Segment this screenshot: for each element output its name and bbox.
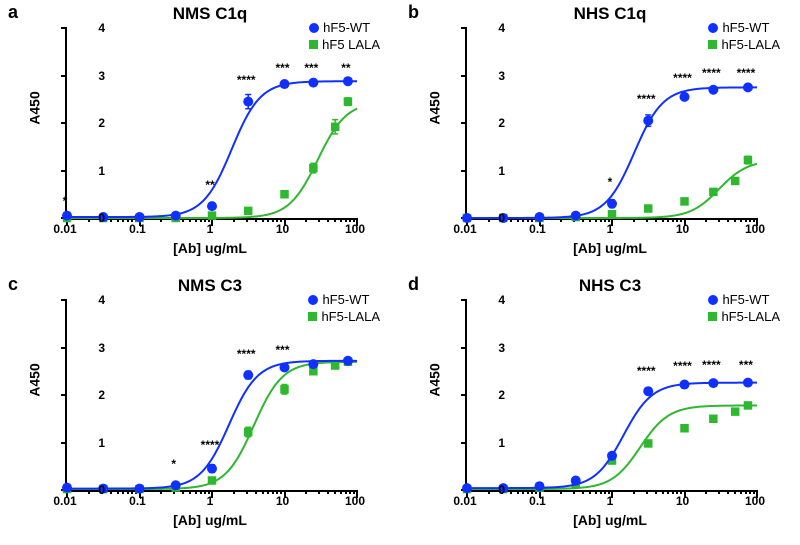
legend: hF5-WT hF5-LALA — [708, 292, 780, 326]
y-tick: 1 — [65, 164, 105, 178]
significance-marker: **** — [201, 438, 220, 452]
significance-marker: *** — [275, 61, 289, 75]
panel-c: cNMS C3A450[Ab] ug/mL012340.010.1110100*… — [0, 272, 400, 544]
significance-marker: **** — [702, 358, 721, 372]
legend: hF5-WT hF5 LALA — [309, 20, 380, 54]
circle-icon — [308, 295, 318, 305]
legend: hF5-WT hF5-LALA — [308, 292, 380, 326]
y-tick: 3 — [465, 69, 505, 83]
y-tick: 4 — [65, 21, 105, 35]
x-axis-label: [Ab] ug/mL — [465, 512, 755, 528]
x-tick: 0.1 — [129, 494, 146, 508]
significance-marker: **** — [737, 66, 756, 80]
significance-marker: **** — [637, 364, 656, 378]
significance-marker: *** — [739, 358, 753, 372]
plot-svg — [467, 28, 757, 218]
x-tick: 100 — [745, 494, 765, 508]
significance-marker: **** — [637, 92, 656, 106]
y-tick: 1 — [65, 436, 105, 450]
x-tick: 10 — [676, 494, 689, 508]
significance-marker: *** — [304, 61, 318, 75]
significance-marker: ** — [205, 178, 214, 192]
x-tick: 10 — [276, 222, 289, 236]
y-tick: 4 — [465, 21, 505, 35]
legend-label-lala: hF5 LALA — [322, 37, 380, 52]
x-tick: 1 — [607, 222, 614, 236]
y-tick: 2 — [65, 116, 105, 130]
legend-label-wt: hF5-WT — [322, 292, 369, 307]
significance-marker: ** — [341, 61, 350, 75]
x-tick: 0.01 — [453, 222, 476, 236]
panel-letter: d — [408, 274, 419, 295]
x-tick: 0.1 — [529, 494, 546, 508]
legend-label-wt: hF5-WT — [323, 20, 370, 35]
significance-marker: **** — [673, 359, 692, 373]
y-tick: 3 — [465, 341, 505, 355]
y-tick: 3 — [65, 69, 105, 83]
y-axis-label: A450 — [427, 363, 443, 396]
figure-root: aNMS C1qA450[Ab] ug/mL012340.010.1110100… — [0, 0, 800, 545]
plot-area — [465, 300, 757, 492]
x-tick: 1 — [607, 494, 614, 508]
significance-marker: * — [608, 175, 613, 189]
square-icon — [708, 312, 717, 321]
x-tick: 0.01 — [53, 494, 76, 508]
y-axis-label: A450 — [27, 363, 43, 396]
plot-svg — [467, 300, 757, 490]
legend-label-wt: hF5-WT — [722, 20, 769, 35]
x-tick: 0.1 — [129, 222, 146, 236]
panel-b: bNHS C1qA450[Ab] ug/mL012340.010.1110100… — [400, 0, 800, 272]
significance-marker: * — [171, 457, 176, 471]
plot-svg — [67, 300, 357, 490]
legend: hF5-WT hF5-LALA — [708, 20, 780, 54]
x-tick: 1 — [207, 222, 214, 236]
square-icon — [708, 40, 717, 49]
square-icon — [309, 40, 318, 49]
x-tick: 1 — [207, 494, 214, 508]
x-axis-label: [Ab] ug/mL — [65, 240, 355, 256]
y-tick: 1 — [465, 164, 505, 178]
circle-icon — [708, 23, 718, 33]
significance-marker: * — [63, 194, 68, 208]
panel-letter: c — [8, 274, 18, 295]
panel-a: aNMS C1qA450[Ab] ug/mL012340.010.1110100… — [0, 0, 400, 272]
x-tick: 0.01 — [53, 222, 76, 236]
x-tick: 0.01 — [453, 494, 476, 508]
y-tick: 3 — [65, 341, 105, 355]
significance-marker: **** — [673, 71, 692, 85]
circle-icon — [309, 23, 319, 33]
significance-marker: **** — [237, 73, 256, 87]
plot-area — [465, 28, 757, 220]
y-tick: 4 — [465, 293, 505, 307]
significance-marker: **** — [237, 347, 256, 361]
panel-letter: b — [408, 2, 419, 23]
x-tick: 100 — [345, 494, 365, 508]
significance-marker: *** — [275, 343, 289, 357]
legend-label-wt: hF5-WT — [722, 292, 769, 307]
y-tick: 4 — [65, 293, 105, 307]
legend-label-lala: hF5-LALA — [721, 37, 780, 52]
y-tick: 1 — [465, 436, 505, 450]
x-axis-label: [Ab] ug/mL — [465, 240, 755, 256]
circle-icon — [708, 295, 718, 305]
y-tick: 2 — [465, 388, 505, 402]
x-tick: 0.1 — [529, 222, 546, 236]
significance-marker: **** — [702, 66, 721, 80]
x-axis-label: [Ab] ug/mL — [65, 512, 355, 528]
x-tick: 100 — [745, 222, 765, 236]
legend-label-lala: hF5-LALA — [721, 309, 780, 324]
x-tick: 10 — [676, 222, 689, 236]
y-tick: 2 — [465, 116, 505, 130]
y-axis-label: A450 — [27, 91, 43, 124]
panel-letter: a — [8, 2, 18, 23]
x-tick: 10 — [276, 494, 289, 508]
y-axis-label: A450 — [427, 91, 443, 124]
plot-area — [65, 300, 357, 492]
y-tick: 2 — [65, 388, 105, 402]
legend-label-lala: hF5-LALA — [321, 309, 380, 324]
x-tick: 100 — [345, 222, 365, 236]
panel-d: dNHS C3A450[Ab] ug/mL012340.010.1110100*… — [400, 272, 800, 544]
square-icon — [308, 312, 317, 321]
